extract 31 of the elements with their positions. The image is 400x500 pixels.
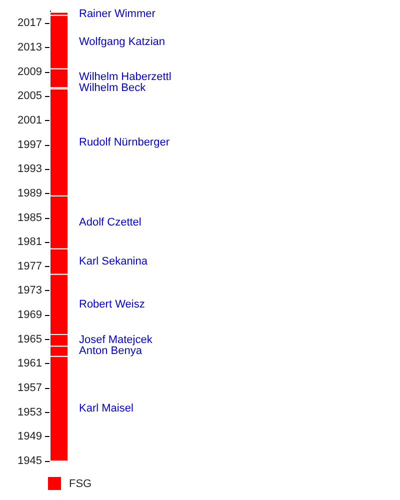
- y-tick-label: 1961: [18, 358, 42, 370]
- series-label: Rainer Wimmer: [79, 8, 156, 20]
- y-tick-label: 1993: [18, 163, 42, 176]
- y-tick-label: 2005: [18, 90, 42, 102]
- series-label: Adolf Czettel: [79, 216, 142, 228]
- y-tick-label: 1985: [18, 212, 42, 224]
- y-tick-label: 2013: [18, 41, 42, 54]
- y-tick-label: 1957: [18, 382, 42, 394]
- series-label: Wolfgang Katzian: [79, 36, 166, 48]
- y-tick-label: 1997: [18, 138, 42, 151]
- series-label: Robert Weisz: [79, 298, 145, 310]
- y-tick-label: 1949: [18, 430, 42, 443]
- y-tick-label: 1977: [18, 260, 42, 272]
- y-tick-label: 1945: [18, 455, 42, 467]
- y-tick-label: 1973: [18, 284, 42, 297]
- series-label: Wilhelm Beck: [79, 82, 146, 94]
- y-tick-label: 1969: [18, 309, 42, 322]
- legend-title: FSG: [69, 478, 92, 490]
- y-tick-label: 2001: [18, 114, 42, 126]
- y-tick-label: 2017: [18, 17, 42, 30]
- series-label: Wilhelm Haberzettl: [79, 71, 172, 84]
- y-tick-label: 1953: [18, 406, 42, 418]
- series-label: Anton Benya: [79, 345, 143, 358]
- y-tick-label: 2009: [18, 66, 42, 78]
- series-label: Josef Matejcek: [79, 334, 153, 346]
- y-tick-label: 1981: [18, 236, 42, 248]
- series-label: Karl Maisel: [79, 402, 134, 415]
- y-tick-label: 1989: [18, 187, 42, 200]
- series-label: Karl Sekanina: [79, 256, 148, 268]
- series-label: Rudolf Nürnberger: [79, 136, 170, 148]
- y-tick-label: 1965: [18, 333, 42, 346]
